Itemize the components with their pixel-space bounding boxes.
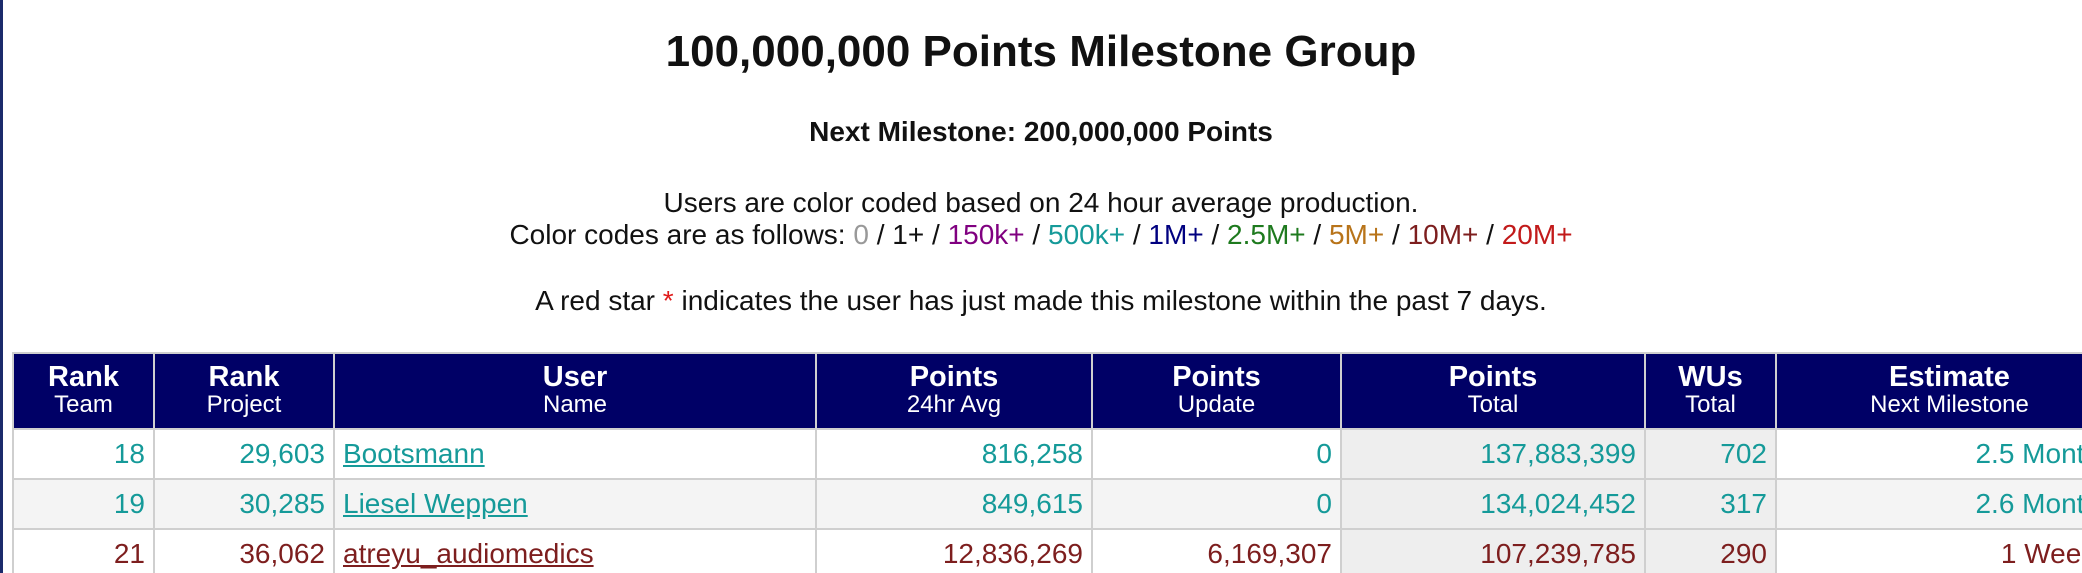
page-title: 100,000,000 Points Milestone Group <box>665 27 1417 76</box>
color-code-item: 5M+ <box>1328 219 1385 250</box>
cell-estimate: 2.6 Months <box>1775 478 2082 530</box>
estimate-value: 2.6 Months <box>1975 488 2082 519</box>
color-code-item: 0 <box>853 219 869 250</box>
cell-estimate: 2.5 Months <box>1775 428 2082 480</box>
cell-user-name: Bootsmann <box>333 428 817 480</box>
col-header-wus-total[interactable]: WUs Total <box>1644 352 1777 430</box>
page-left-border <box>0 0 3 573</box>
next-milestone-text: Next Milestone: 200,000,000 Points <box>809 116 1273 147</box>
legend-separator: / <box>924 219 948 250</box>
cell-points-total: 137,883,399 <box>1340 428 1646 480</box>
col-header-estimate[interactable]: Estimate Next Milestone <box>1775 352 2082 430</box>
table-header-row: Rank Team Rank Project User Name Points 24hr… <box>12 352 2082 430</box>
legend-separator: / <box>1203 219 1228 250</box>
cell-rank-team: 21 <box>12 528 155 573</box>
cell-points-24hr-avg: 816,258 <box>815 428 1093 480</box>
cell-points-total: 134,024,452 <box>1340 478 1646 530</box>
star-note-suffix: indicates the user has just made this mi… <box>681 285 1547 316</box>
red-star-icon: * <box>662 285 674 316</box>
legend-separator: / <box>1024 219 1048 250</box>
legend-separator: / <box>868 219 893 250</box>
cell-rank-project: 36,062 <box>153 528 335 573</box>
color-codes-legend: Color codes are as follows: 0 / 1+ / 150… <box>0 218 2082 252</box>
cell-wus-total: 290 <box>1644 528 1777 573</box>
color-code-item: 2.5M+ <box>1227 219 1306 250</box>
cell-points-update: 0 <box>1091 478 1342 530</box>
color-code-item: 1M+ <box>1148 219 1204 250</box>
col-header-rank-project[interactable]: Rank Project <box>153 352 335 430</box>
color-codes-list: 0 / 1+ / 150k+ / 500k+ / 1M+ / 2.5M+ / 5… <box>853 219 1572 250</box>
col-header-points-total[interactable]: Points Total <box>1340 352 1646 430</box>
cell-points-update: 6,169,307 <box>1091 528 1342 573</box>
cell-wus-total: 317 <box>1644 478 1777 530</box>
color-code-item: 10M+ <box>1407 219 1479 250</box>
cell-estimate: 1 Week * <box>1775 528 2082 573</box>
star-note-prefix: A red star <box>535 285 655 316</box>
user-link[interactable]: Liesel Weppen <box>343 488 528 519</box>
cell-rank-team: 18 <box>12 428 155 480</box>
estimate-value: 2.5 Months <box>1975 438 2082 469</box>
cell-user-name: atreyu_audiomedics <box>333 528 817 573</box>
color-code-item: 20M+ <box>1501 219 1573 250</box>
user-link[interactable]: Bootsmann <box>343 438 485 469</box>
col-header-user-name[interactable]: User Name <box>333 352 817 430</box>
legend-separator: / <box>1305 219 1329 250</box>
cell-rank-project: 29,603 <box>153 428 335 480</box>
cell-points-24hr-avg: 12,836,269 <box>815 528 1093 573</box>
color-code-item: 150k+ <box>947 219 1025 250</box>
legend-separator: / <box>1384 219 1408 250</box>
cell-points-24hr-avg: 849,615 <box>815 478 1093 530</box>
legend-separator: / <box>1125 219 1149 250</box>
cell-user-name: Liesel Weppen <box>333 478 817 530</box>
table-row: 18 29,603 Bootsmann 816,258 0 137,883,399 702 2… <box>12 428 2082 480</box>
table-row: 19 30,285 Liesel Weppen 849,615 0 134,024,452… <box>12 478 2082 530</box>
table-row: 21 36,062 atreyu_audiomedics 12,836,269 6,16… <box>12 528 2082 573</box>
cell-points-total: 107,239,785 <box>1340 528 1646 573</box>
col-header-rank-team[interactable]: Rank Team <box>12 352 155 430</box>
user-link[interactable]: atreyu_audiomedics <box>343 538 594 569</box>
red-star-note: A red star * indicates the user has just… <box>0 284 2082 318</box>
color-code-item: 1+ <box>892 219 925 250</box>
col-header-points-24hr-avg[interactable]: Points 24hr Avg <box>815 352 1093 430</box>
color-code-item: 500k+ <box>1048 219 1126 250</box>
cell-points-update: 0 <box>1091 428 1342 480</box>
legend-separator: / <box>1478 219 1502 250</box>
milestone-table: Rank Team Rank Project User Name Points 24hr… <box>12 352 2082 573</box>
cell-wus-total: 702 <box>1644 428 1777 480</box>
estimate-value: 1 Week <box>2000 538 2082 569</box>
col-header-points-update[interactable]: Points Update <box>1091 352 1342 430</box>
color-codes-intro: Color codes are as follows: <box>509 219 846 250</box>
cell-rank-team: 19 <box>12 478 155 530</box>
cell-rank-project: 30,285 <box>153 478 335 530</box>
color-coded-note: Users are color coded based on 24 hour a… <box>663 187 1419 218</box>
